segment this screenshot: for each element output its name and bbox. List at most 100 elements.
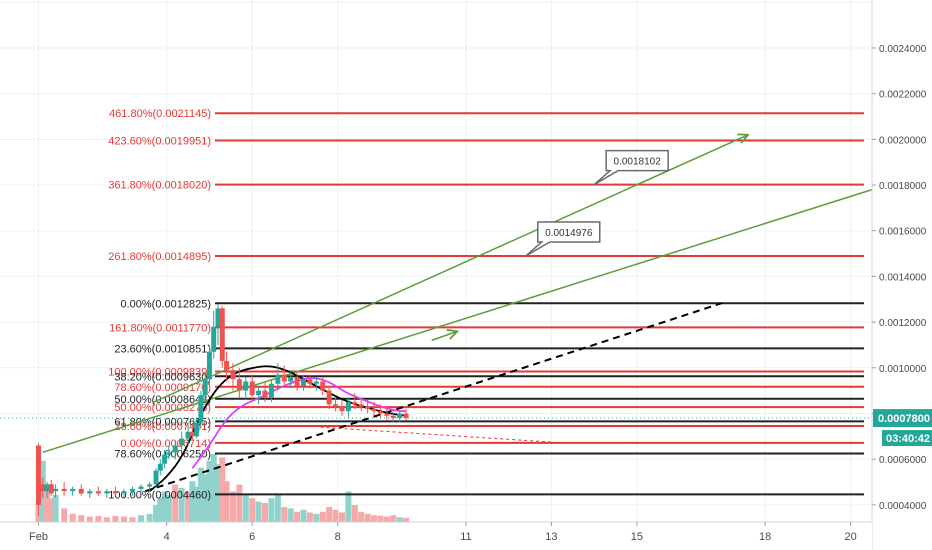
dashed-line-red-projection[interactable] xyxy=(320,426,569,444)
volume-bar-57 xyxy=(390,515,397,522)
candle-body-11 xyxy=(112,491,118,494)
fib-label-1: 423.60%(0.0019951) xyxy=(108,135,211,147)
volume-bar-51 xyxy=(351,505,358,522)
callout-box-0[interactable] xyxy=(593,149,669,186)
volume-bar-11 xyxy=(112,515,119,522)
fib-level-1[interactable]: 423.60%(0.0019951) xyxy=(108,135,864,147)
price-callouts[interactable]: 0.0018102 0.0014976 xyxy=(525,149,669,257)
candle-12 xyxy=(121,488,127,499)
candle-body-9 xyxy=(95,491,101,494)
candle-body-27 xyxy=(206,351,212,380)
fib-level-7[interactable]: 100.00%(0.0009839) xyxy=(108,366,864,378)
candle-body-10 xyxy=(104,491,110,494)
candle-41 xyxy=(288,370,294,389)
trend-line-upper-channel[interactable] xyxy=(153,135,748,403)
volume-bar-44 xyxy=(306,512,313,522)
candle-0 xyxy=(35,443,41,517)
candle-body-20 xyxy=(172,445,178,453)
candle-57 xyxy=(390,408,396,423)
fib-level-12[interactable]: 61.80%(0.0007655) xyxy=(114,416,864,428)
x-tick-label-4: 11 xyxy=(460,531,471,543)
candle-body-39 xyxy=(275,374,281,384)
candle-body-4 xyxy=(53,488,59,492)
candle-11 xyxy=(112,486,118,496)
candle-body-15 xyxy=(147,484,153,487)
fib-level-4[interactable]: 0.00%(0.0012825) xyxy=(120,298,864,310)
trend-lines[interactable] xyxy=(42,135,873,493)
current-price-tag-bg xyxy=(873,409,932,428)
volume-bar-21 xyxy=(178,488,185,522)
fib-level-10[interactable]: 50.00%(0.0008643) xyxy=(114,394,864,406)
fib-level-13[interactable]: 23.60%(0.0007451) xyxy=(114,421,864,433)
volume-bar-28 xyxy=(210,454,217,522)
candle-body-48 xyxy=(333,404,339,407)
fib-levels[interactable]: 461.80%(0.0021145) 423.60%(0.0019951) 361.… xyxy=(108,108,864,501)
callout-1[interactable]: 0.0014976 xyxy=(525,221,601,257)
candle-body-32 xyxy=(230,370,236,380)
x-axis[interactable]: Feb 4 6 8 11 13 15 18 20 xyxy=(0,521,872,550)
candle-body-18 xyxy=(162,454,168,464)
fib-level-6[interactable]: 23.60%(0.0010851) xyxy=(114,343,864,355)
volume-bar-46 xyxy=(319,511,326,522)
x-axis-background xyxy=(0,522,872,550)
candle-51 xyxy=(352,392,358,409)
fib-level-2[interactable]: 361.80%(0.0018020) xyxy=(108,180,864,192)
candle-body-5 xyxy=(61,488,67,492)
trend-line-lower-channel[interactable] xyxy=(42,188,873,454)
fib-level-8[interactable]: 38.20%(0.0009630) xyxy=(114,371,864,383)
fib-label-4: 0.00%(0.0012825) xyxy=(120,298,211,310)
candle-47 xyxy=(326,386,332,409)
fib-level-11[interactable]: 50.00%(0.0008276) xyxy=(114,402,864,414)
callout-0[interactable]: 0.0018102 xyxy=(593,149,669,186)
candle-56 xyxy=(384,406,390,421)
y-tick-label-10: 0.0006000 xyxy=(879,455,927,466)
ma-line-black-ma xyxy=(149,365,407,492)
candle-body-56 xyxy=(384,413,390,416)
volume-bar-48 xyxy=(332,509,339,522)
fib-level-16[interactable]: 100.00%(0.0004460) xyxy=(108,489,864,501)
candle-16 xyxy=(153,468,159,487)
candle-38 xyxy=(268,379,274,403)
candle-body-50 xyxy=(345,402,351,412)
candle-body-13 xyxy=(130,488,136,492)
fib-level-15[interactable]: 78.60%(0.0006250) xyxy=(114,448,864,460)
fib-level-14[interactable]: 0.00%(0.0006714) xyxy=(120,438,864,450)
volume-bar-39 xyxy=(274,493,281,522)
candle-15 xyxy=(147,482,153,492)
current-price-text: 0.0007800 xyxy=(878,413,930,425)
fib-level-3[interactable]: 261.80%(0.0014895) xyxy=(108,251,864,263)
dashed-line-black-projection[interactable] xyxy=(145,300,727,493)
volume-bar-4 xyxy=(52,494,59,522)
candle-24 xyxy=(194,418,200,439)
fib-level-9[interactable]: 78.60%(0.0009170) xyxy=(114,382,864,394)
candle-body-2 xyxy=(44,484,50,492)
candle-body-21 xyxy=(179,438,185,446)
volume-bar-13 xyxy=(129,517,136,522)
volume-bar-29 xyxy=(215,464,221,522)
candle-body-31 xyxy=(224,360,230,371)
x-tick-label-8: 20 xyxy=(845,531,857,543)
volume-bar-49 xyxy=(338,512,345,522)
candle-body-44 xyxy=(307,379,313,384)
candle-35 xyxy=(249,374,255,403)
current-price-tag[interactable]: 0.0007800 xyxy=(873,409,932,428)
candle-body-41 xyxy=(288,376,294,382)
fib-label-2: 361.80%(0.0018020) xyxy=(108,180,211,192)
candle-18 xyxy=(162,450,168,469)
volume-bar-16 xyxy=(153,505,160,522)
candlesticks xyxy=(35,303,409,517)
candle-25 xyxy=(198,390,204,428)
trend-line-projection-arrow-1[interactable] xyxy=(431,331,458,342)
candle-body-25 xyxy=(198,395,204,423)
candle-body-19 xyxy=(166,452,172,455)
callout-box-1[interactable] xyxy=(525,221,601,257)
candle-body-14 xyxy=(138,486,144,489)
fib-level-5[interactable]: 161.80%(0.0011770) xyxy=(109,322,864,334)
y-axis-background xyxy=(872,0,932,550)
fib-label-8: 38.20%(0.0009630) xyxy=(114,371,211,383)
candle-8 xyxy=(87,488,93,499)
volume-bar-17 xyxy=(157,498,164,522)
fib-level-0[interactable]: 461.80%(0.0021145) xyxy=(109,108,864,120)
